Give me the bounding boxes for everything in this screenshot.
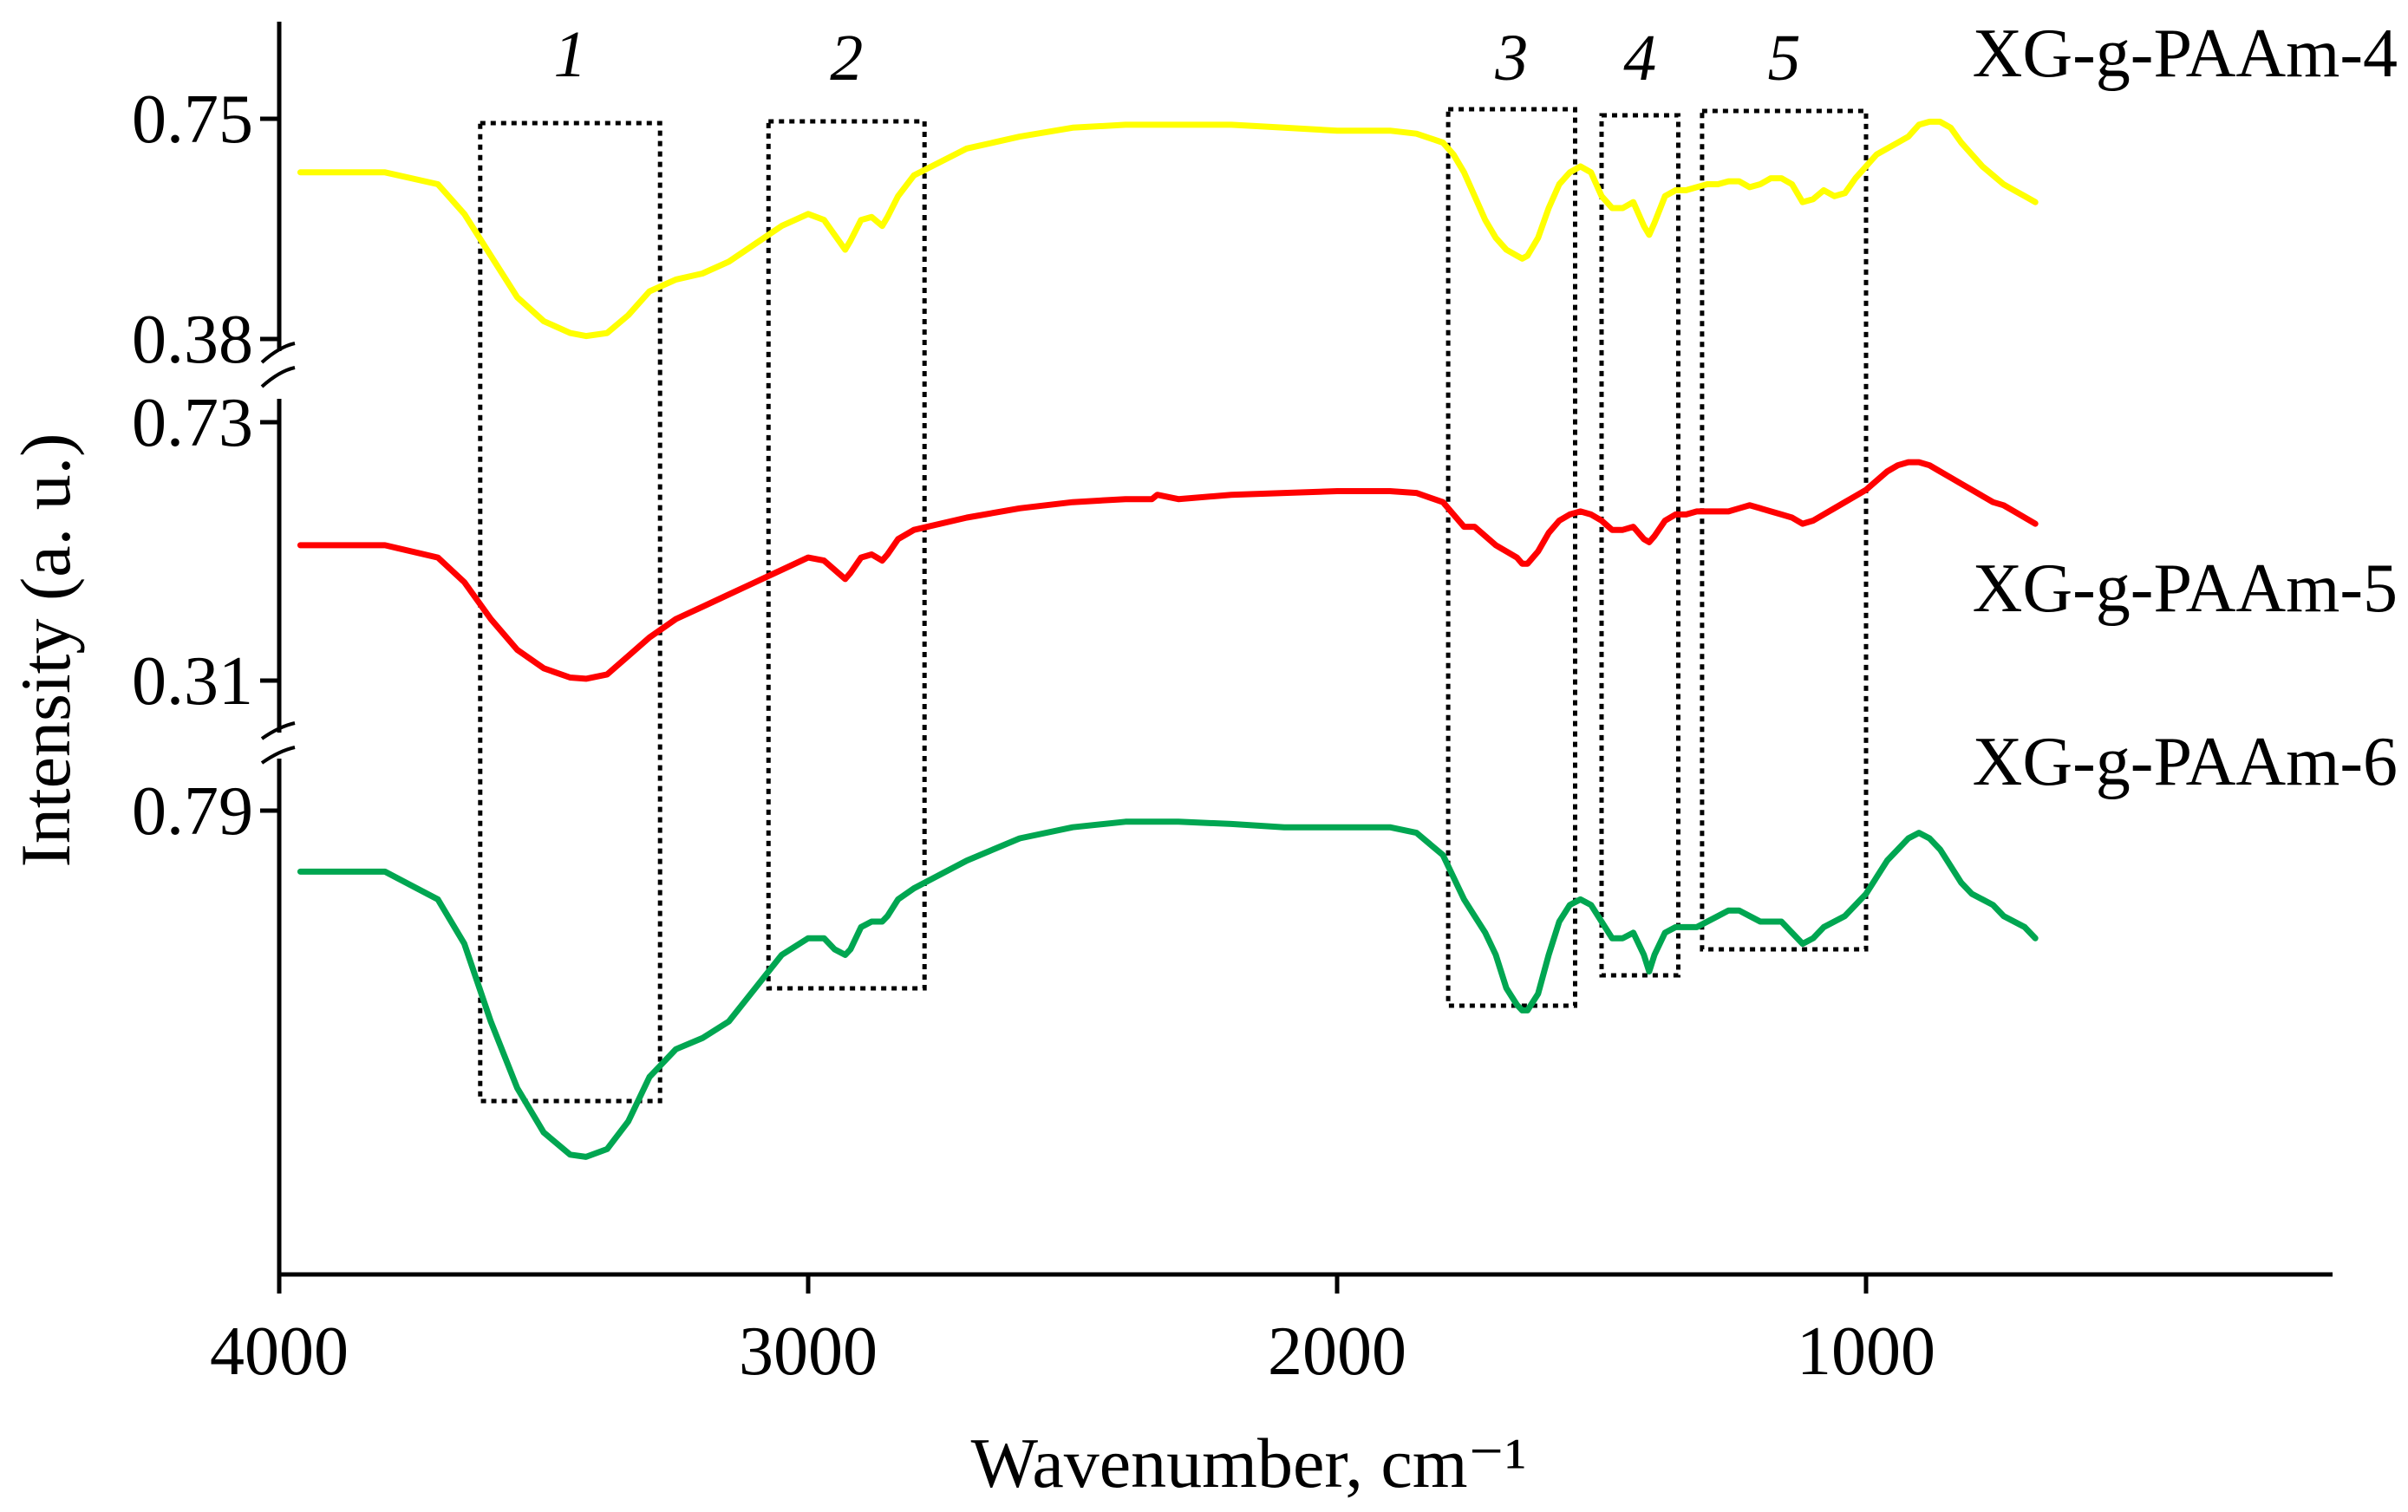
region-box-2 <box>766 119 927 991</box>
series-line-XG-g-PAAm-5 <box>297 459 2039 682</box>
series-label-XG-g-PAAm-5: XG-g-PAAm-5 <box>1973 551 2398 627</box>
y-tick-label: 0.73 <box>132 385 253 461</box>
series-label-XG-g-PAAm-4: XG-g-PAAm-4 <box>1973 16 2398 92</box>
x-axis-title: Wavenumber, cm⁻¹ <box>971 1424 1527 1502</box>
series-label-XG-g-PAAm-6: XG-g-PAAm-6 <box>1973 724 2398 800</box>
region-box-3 <box>1445 107 1577 1008</box>
region-boxes <box>478 107 1869 1104</box>
region-label-4: 4 <box>1623 22 1656 94</box>
region-box-5 <box>1700 108 1869 952</box>
axes: Intensity (a. u.) Wavenumber, cm⁻¹ 4000 3… <box>6 22 2333 1502</box>
y-tick-label: 0.79 <box>132 773 253 850</box>
region-label-2: 2 <box>830 22 863 94</box>
y-axis-title: Intensity (a. u.) <box>6 433 85 868</box>
x-tick-label: 4000 <box>210 1313 349 1390</box>
x-tick-label: 3000 <box>739 1313 878 1390</box>
y-tick-label: 0.38 <box>132 302 253 378</box>
x-tick-label: 1000 <box>1797 1313 1935 1390</box>
region-box-1 <box>478 121 662 1104</box>
x-tick-label: 2000 <box>1268 1313 1406 1390</box>
series-lines <box>297 118 2039 1160</box>
region-label-3: 3 <box>1494 22 1528 94</box>
series-line-XG-g-PAAm-4 <box>297 118 2039 340</box>
y-tick-label: 0.31 <box>132 643 253 720</box>
region-box-4 <box>1599 113 1680 978</box>
labels: 1 2 3 4 5 XG-g-PAAm-4 XG-g-PAAm-5 XG-g-PAAm-6 <box>554 16 2398 800</box>
region-label-1: 1 <box>554 18 587 91</box>
region-label-5: 5 <box>1767 22 1800 94</box>
axis-break-marker-1 <box>260 342 296 388</box>
series-line-XG-g-PAAm-6 <box>297 818 2039 1160</box>
axis-break-marker-2 <box>260 721 296 765</box>
y-tick-label: 0.75 <box>132 81 253 158</box>
